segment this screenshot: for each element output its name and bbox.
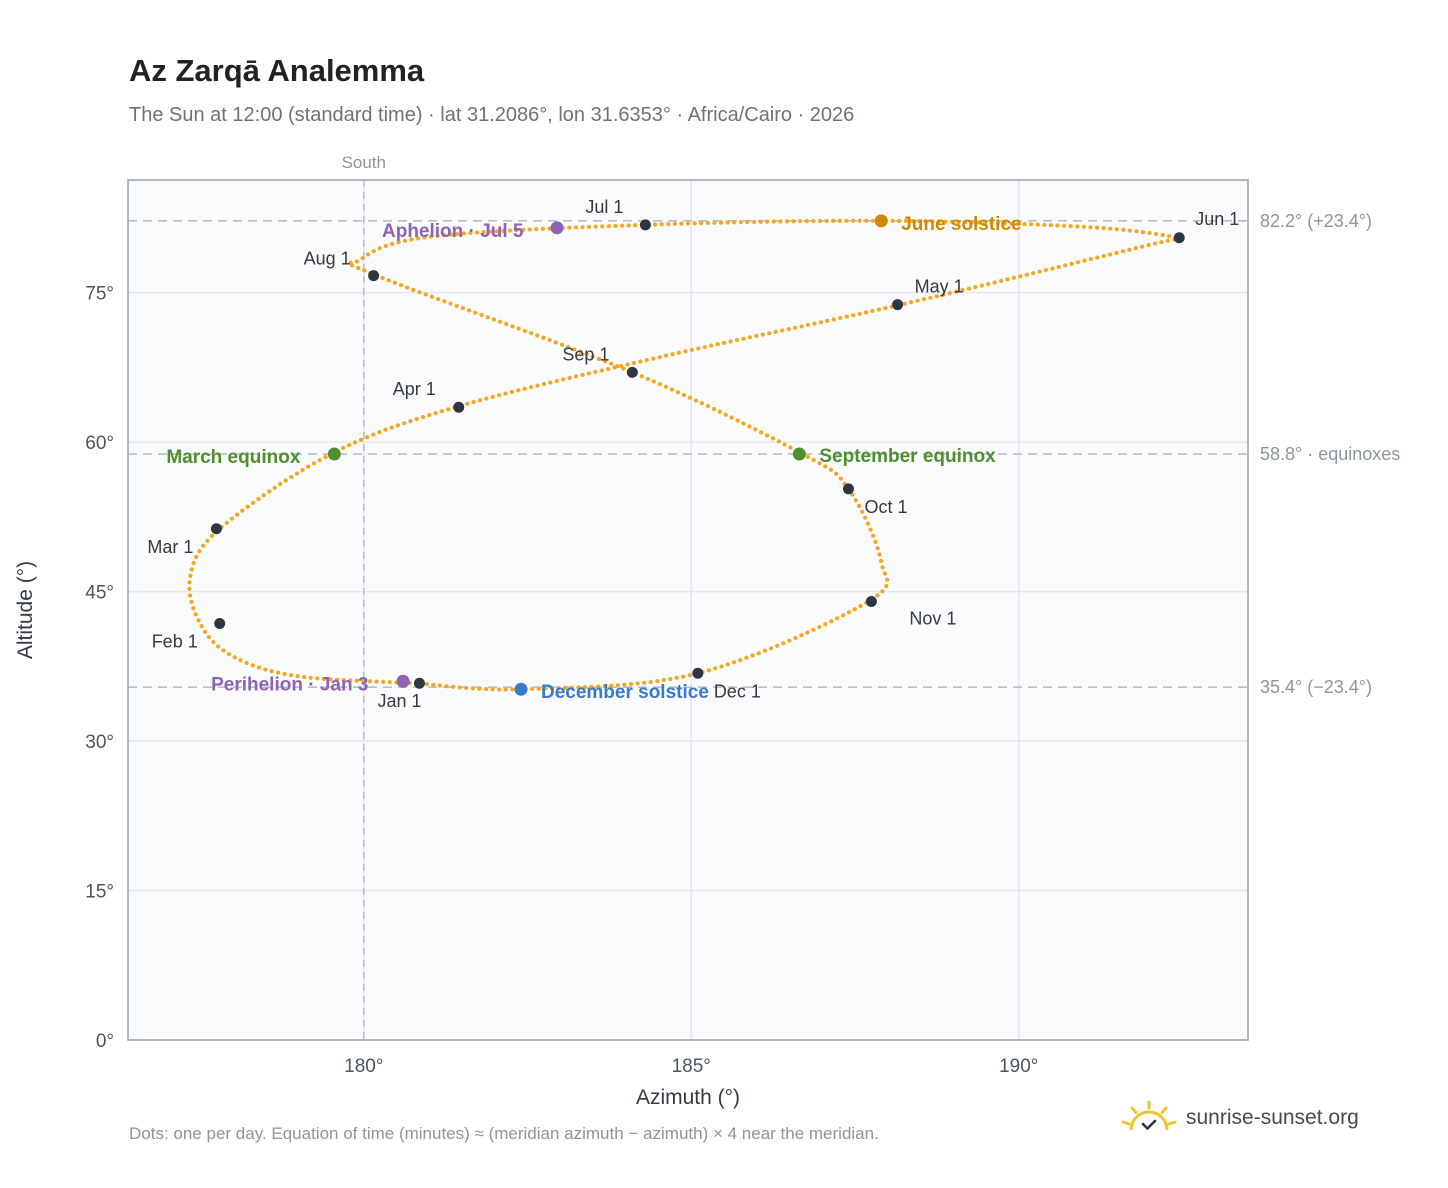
- month-label: Sep 1: [562, 344, 609, 364]
- y-tick-label: 30°: [85, 732, 114, 753]
- month-marker: [892, 299, 904, 311]
- month-label: Feb 1: [152, 631, 198, 651]
- y-tick-label: 0°: [96, 1031, 114, 1052]
- month-label: Apr 1: [393, 379, 436, 399]
- month-marker: [210, 523, 222, 535]
- reference-line-label: 58.8° · equinoxes: [1260, 444, 1400, 464]
- analemma-daily-dots: [187, 218, 1186, 692]
- month-label: Aug 1: [304, 249, 351, 269]
- month-marker: [413, 677, 425, 689]
- event-marker: [874, 214, 888, 228]
- event-marker: [550, 221, 564, 235]
- x-axis-title: Azimuth (°): [636, 1086, 740, 1109]
- y-tick-label: 15°: [85, 882, 114, 903]
- y-axis-title: Altitude (°): [14, 561, 37, 659]
- month-marker: [692, 667, 704, 679]
- event-label: Perihelion · Jan 3: [211, 674, 368, 695]
- footnote: Dots: one per day. Equation of time (min…: [129, 1124, 879, 1143]
- x-tick-label: 190°: [999, 1056, 1038, 1077]
- event-marker: [396, 674, 410, 688]
- analemma-path: [187, 218, 1186, 692]
- x-tick-label: 185°: [672, 1056, 711, 1077]
- plot-frame: [127, 179, 1249, 1041]
- month-marker: [368, 270, 380, 282]
- brand-name: sunrise-sunset.org: [1186, 1106, 1359, 1129]
- event-marker: [327, 447, 341, 461]
- event-label: March equinox: [166, 447, 301, 468]
- x-tick-label: 180°: [344, 1056, 383, 1077]
- month-label: Oct 1: [864, 497, 907, 517]
- chart-subtitle: The Sun at 12:00 (standard time) · lat 3…: [129, 104, 855, 126]
- sun-logo-icon: [1121, 1100, 1177, 1131]
- month-label: Mar 1: [147, 537, 193, 557]
- month-label: Dec 1: [714, 681, 761, 701]
- reference-line-label: 35.4° (−23.4°): [1260, 677, 1372, 697]
- month-marker: [1173, 232, 1185, 244]
- y-tick-label: 75°: [85, 284, 114, 305]
- month-marker: [453, 401, 465, 413]
- axes: 0° 15° 30° 45° 60° 75° 180° 185° 190° South 82.2° …: [14, 153, 1400, 1109]
- month-label: Jul 1: [585, 197, 623, 217]
- month-label: Jun 1: [1195, 209, 1239, 229]
- month-marker: [214, 617, 226, 629]
- event-label: December solstice: [541, 682, 709, 703]
- south-label: South: [342, 153, 386, 172]
- month-marker: [842, 483, 854, 495]
- month-marker: [639, 219, 651, 231]
- markers: Jan 1 Feb 1 Mar 1 Apr 1 May 1 Jun 1 Jul 1 Aug 1…: [147, 197, 1239, 711]
- month-label: Nov 1: [909, 609, 956, 629]
- event-label: June solstice: [901, 214, 1021, 235]
- reference-lines: [128, 180, 1253, 1040]
- month-label: May 1: [915, 277, 964, 297]
- month-marker: [626, 366, 638, 378]
- y-tick-label: 60°: [85, 433, 114, 454]
- month-marker: [865, 596, 877, 608]
- event-label: September equinox: [819, 446, 996, 467]
- brand-logo[interactable]: sunrise-sunset.org: [1120, 1100, 1359, 1136]
- chart-title: Az Zarqā Analemma: [129, 53, 425, 88]
- event-label: Aphelion · Jul 5: [382, 221, 524, 242]
- event-marker: [514, 682, 528, 696]
- event-marker: [792, 447, 806, 461]
- month-label: Jan 1: [377, 691, 421, 711]
- y-tick-label: 45°: [85, 583, 114, 604]
- reference-line-label: 82.2° (+23.4°): [1260, 211, 1372, 231]
- plot-area: [128, 180, 1248, 1040]
